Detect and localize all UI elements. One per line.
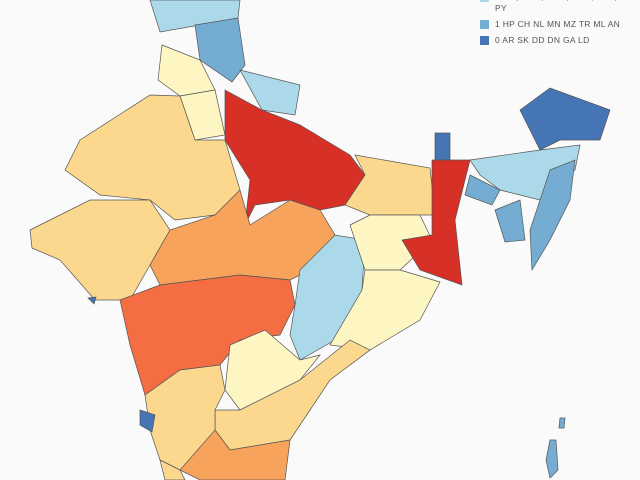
legend-label: 9 CG, 7 KE, 6 UK, 4 AS, 3 JK, 2 PY <box>495 0 624 13</box>
legend-swatch <box>480 0 489 2</box>
legend-item: 1 HP CH NL MN MZ TR ML AN <box>480 19 630 30</box>
legend: 9 CG, 7 KE, 6 UK, 4 AS, 3 JK, 2 PY 1 HP C… <box>480 0 630 51</box>
legend-label: 1 HP CH NL MN MZ TR ML AN <box>495 19 621 29</box>
legend-item: 9 CG, 7 KE, 6 UK, 4 AS, 3 JK, 2 PY <box>480 0 630 14</box>
legend-label: 0 AR SK DD DN GA LD <box>495 35 590 45</box>
legend-swatch <box>480 36 489 45</box>
legend-item: 0 AR SK DD DN GA LD <box>480 35 630 46</box>
legend-swatch <box>480 20 489 29</box>
